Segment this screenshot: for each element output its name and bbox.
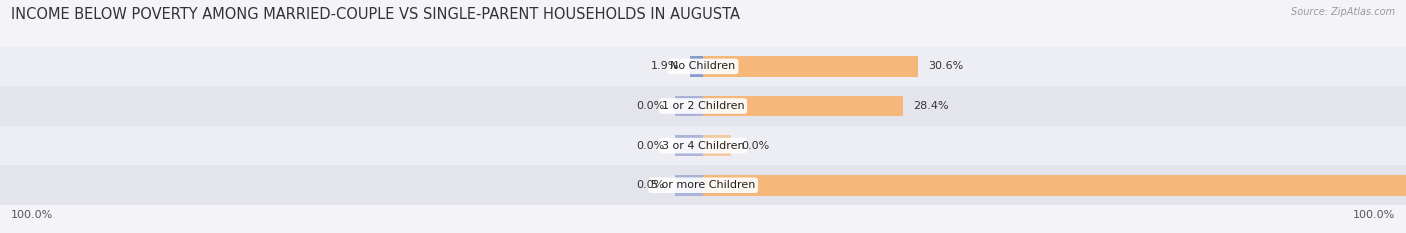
Text: 1 or 2 Children: 1 or 2 Children	[662, 101, 744, 111]
Text: INCOME BELOW POVERTY AMONG MARRIED-COUPLE VS SINGLE-PARENT HOUSEHOLDS IN AUGUSTA: INCOME BELOW POVERTY AMONG MARRIED-COUPL…	[11, 7, 740, 22]
Bar	[675, 175, 703, 195]
Text: 0.0%: 0.0%	[636, 180, 665, 190]
Bar	[0, 165, 1406, 205]
Bar	[675, 135, 703, 156]
Text: No Children: No Children	[671, 62, 735, 71]
Bar	[703, 135, 731, 156]
Bar	[0, 47, 1406, 86]
Text: 3 or 4 Children: 3 or 4 Children	[662, 141, 744, 151]
Text: 0.0%: 0.0%	[742, 141, 770, 151]
Text: Source: ZipAtlas.com: Source: ZipAtlas.com	[1291, 7, 1395, 17]
Bar	[703, 96, 903, 116]
Bar	[675, 96, 703, 116]
Text: 100.0%: 100.0%	[11, 210, 53, 220]
Bar	[690, 56, 703, 77]
Text: 1.9%: 1.9%	[651, 62, 679, 71]
Text: 5 or more Children: 5 or more Children	[651, 180, 755, 190]
Text: 0.0%: 0.0%	[636, 141, 665, 151]
Text: 0.0%: 0.0%	[636, 101, 665, 111]
Bar	[703, 175, 1406, 195]
Bar	[0, 126, 1406, 165]
Bar	[0, 86, 1406, 126]
Text: 30.6%: 30.6%	[929, 62, 965, 71]
Bar	[703, 56, 918, 77]
Text: 28.4%: 28.4%	[914, 101, 949, 111]
Text: 100.0%: 100.0%	[1353, 210, 1395, 220]
